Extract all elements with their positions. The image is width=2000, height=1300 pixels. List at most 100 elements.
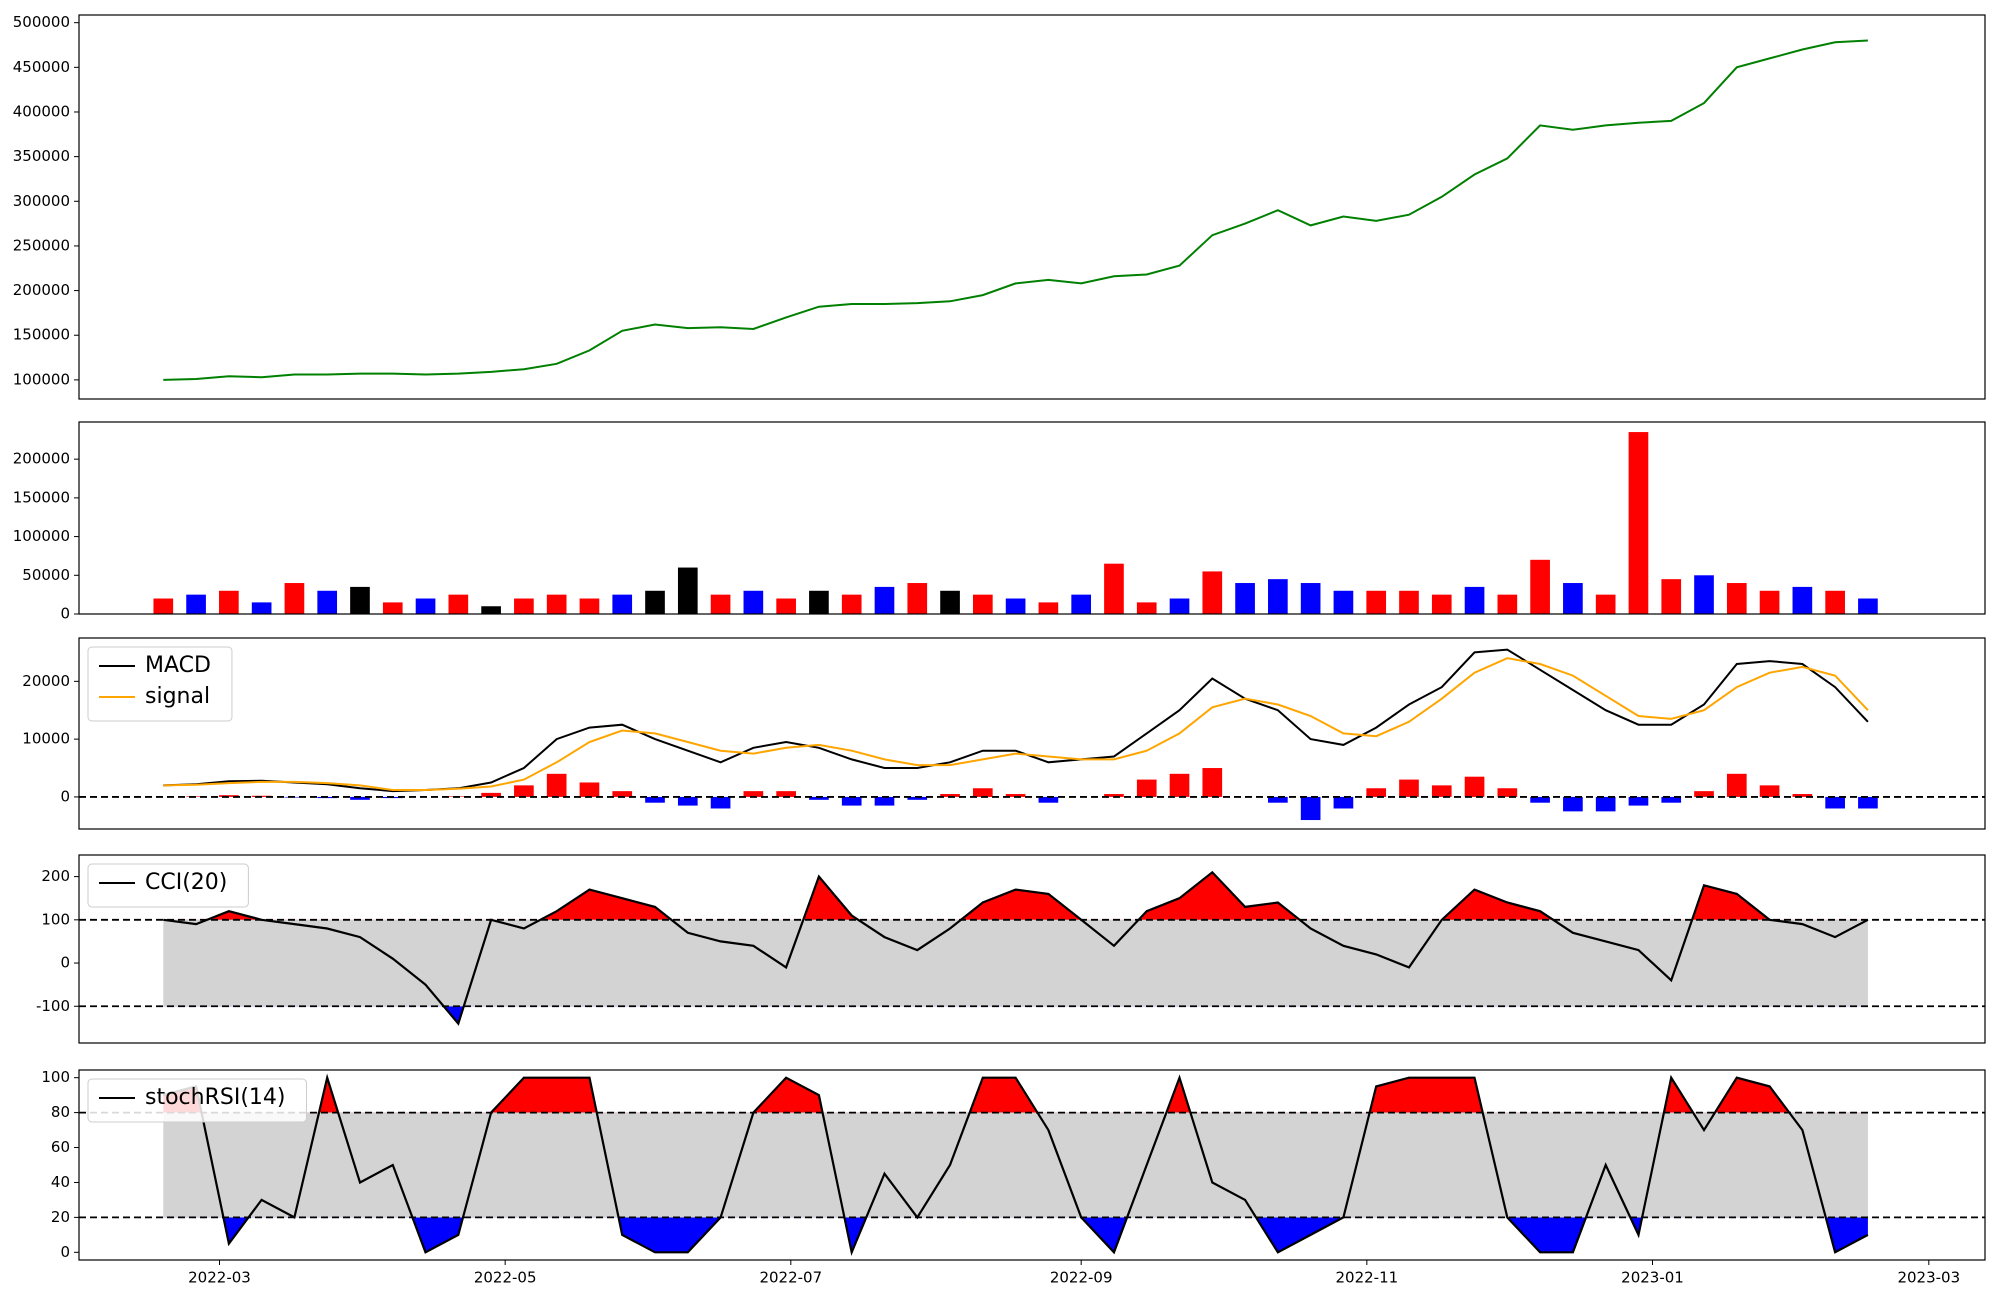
- histogram-bar: [743, 791, 764, 797]
- y-tick-label: 100: [41, 910, 70, 928]
- x-tick-label: 2023-01: [1621, 1269, 1684, 1287]
- histogram-bar: [1431, 785, 1452, 797]
- bar: [1530, 559, 1550, 614]
- bar: [1104, 563, 1124, 614]
- overbought-fill: [163, 1077, 1868, 1113]
- histogram-bar: [186, 796, 206, 797]
- legend-label: CCI(20): [145, 870, 227, 895]
- bar: [317, 590, 338, 614]
- bar: [1726, 583, 1747, 614]
- histogram-bar: [1104, 794, 1124, 797]
- histogram-bar: [645, 796, 665, 803]
- y-tick-label: 250000: [13, 236, 70, 254]
- bar: [1661, 579, 1682, 614]
- y-tick-label: 50000: [22, 566, 70, 584]
- y-tick-label: 350000: [13, 147, 70, 165]
- histogram-bar: [1202, 768, 1223, 797]
- legend: MACD signal: [87, 646, 233, 722]
- histogram-bar: [809, 796, 829, 800]
- bar: [1759, 590, 1780, 614]
- y-tick-label: 0: [60, 605, 70, 623]
- histogram-bar: [776, 791, 796, 797]
- oversold-fill: [163, 1217, 1868, 1253]
- plot: [79, 648, 1985, 821]
- histogram-bar: [940, 794, 960, 797]
- bar: [448, 594, 469, 614]
- legend-label: stochRSI(14): [145, 1085, 286, 1110]
- bar: [1595, 594, 1616, 614]
- bar: [972, 594, 993, 614]
- bar: [481, 606, 501, 614]
- y-tick-label: 20: [51, 1208, 70, 1226]
- legend: CCI(20): [87, 863, 249, 908]
- y-tick-label: 200000: [13, 281, 70, 299]
- y-tick-label: 400000: [13, 102, 70, 120]
- histogram-bar: [1497, 788, 1518, 797]
- y-tick-label: 450000: [13, 58, 70, 76]
- bar: [1169, 598, 1190, 614]
- x-tick-label: 2022-07: [759, 1269, 822, 1287]
- line: [163, 1073, 1869, 1256]
- bar: [1563, 583, 1583, 614]
- bar: [1464, 586, 1485, 614]
- bar: [940, 590, 960, 614]
- bar: [579, 598, 600, 614]
- histogram-bar: [1464, 776, 1485, 797]
- axes-frame: [78, 854, 1986, 1044]
- bar: [1136, 602, 1157, 614]
- x-tick-label: 2022-03: [188, 1269, 251, 1287]
- y-tick-label: 150000: [13, 326, 70, 344]
- bar: [1497, 594, 1518, 614]
- histogram-bar: [579, 782, 600, 797]
- neutral-band: [163, 1112, 1868, 1218]
- bar: [809, 590, 829, 614]
- bar: [1399, 590, 1419, 614]
- bar: [1005, 598, 1026, 614]
- histogram-bar: [350, 796, 370, 800]
- bar: [219, 590, 239, 614]
- bar: [350, 586, 370, 614]
- histogram-bar: [1399, 779, 1419, 797]
- y-tick-label: 20000: [22, 672, 70, 690]
- y-tick-label: 150000: [13, 488, 70, 506]
- legend-box: [87, 863, 249, 908]
- y-tick-label: 10000: [22, 730, 70, 748]
- histogram-bar: [1530, 796, 1550, 803]
- bar: [1268, 579, 1288, 614]
- bar: [1431, 594, 1452, 614]
- bar: [1071, 594, 1092, 614]
- overbought-fill: [163, 872, 1868, 920]
- bar: [1202, 571, 1223, 614]
- y-tick-label: 200000: [13, 450, 70, 468]
- y-tick-label: 500000: [13, 13, 70, 31]
- x-tick-label: 2023-03: [1897, 1269, 1960, 1287]
- histogram-bar: [1858, 796, 1878, 809]
- histogram-bar: [677, 796, 698, 806]
- histogram-bar: [1792, 794, 1813, 797]
- plot: [79, 870, 1985, 1026]
- histogram-bar: [1038, 796, 1059, 803]
- axes-frame: [78, 637, 1986, 830]
- bar: [1628, 432, 1649, 614]
- bar: [874, 586, 895, 614]
- histogram-bar: [514, 785, 534, 797]
- axes-frame: [78, 1069, 1986, 1261]
- x-tick-label: 2022-11: [1335, 1269, 1398, 1287]
- histogram-bar: [907, 796, 928, 800]
- bar: [907, 583, 928, 614]
- y-tick-label: 200: [41, 867, 70, 885]
- bar: [743, 590, 764, 614]
- bar: [1825, 590, 1845, 614]
- histogram-bar: [1268, 796, 1288, 803]
- bar: [1235, 583, 1255, 614]
- bar: [677, 567, 698, 614]
- bar: [612, 594, 633, 614]
- histogram-bar: [1726, 773, 1747, 797]
- bar: [546, 594, 567, 614]
- legend: stochRSI(14): [87, 1078, 307, 1123]
- y-tick-label: 60: [51, 1138, 70, 1156]
- bar: [776, 598, 796, 614]
- bar: [1792, 586, 1813, 614]
- histogram-bar: [841, 796, 862, 806]
